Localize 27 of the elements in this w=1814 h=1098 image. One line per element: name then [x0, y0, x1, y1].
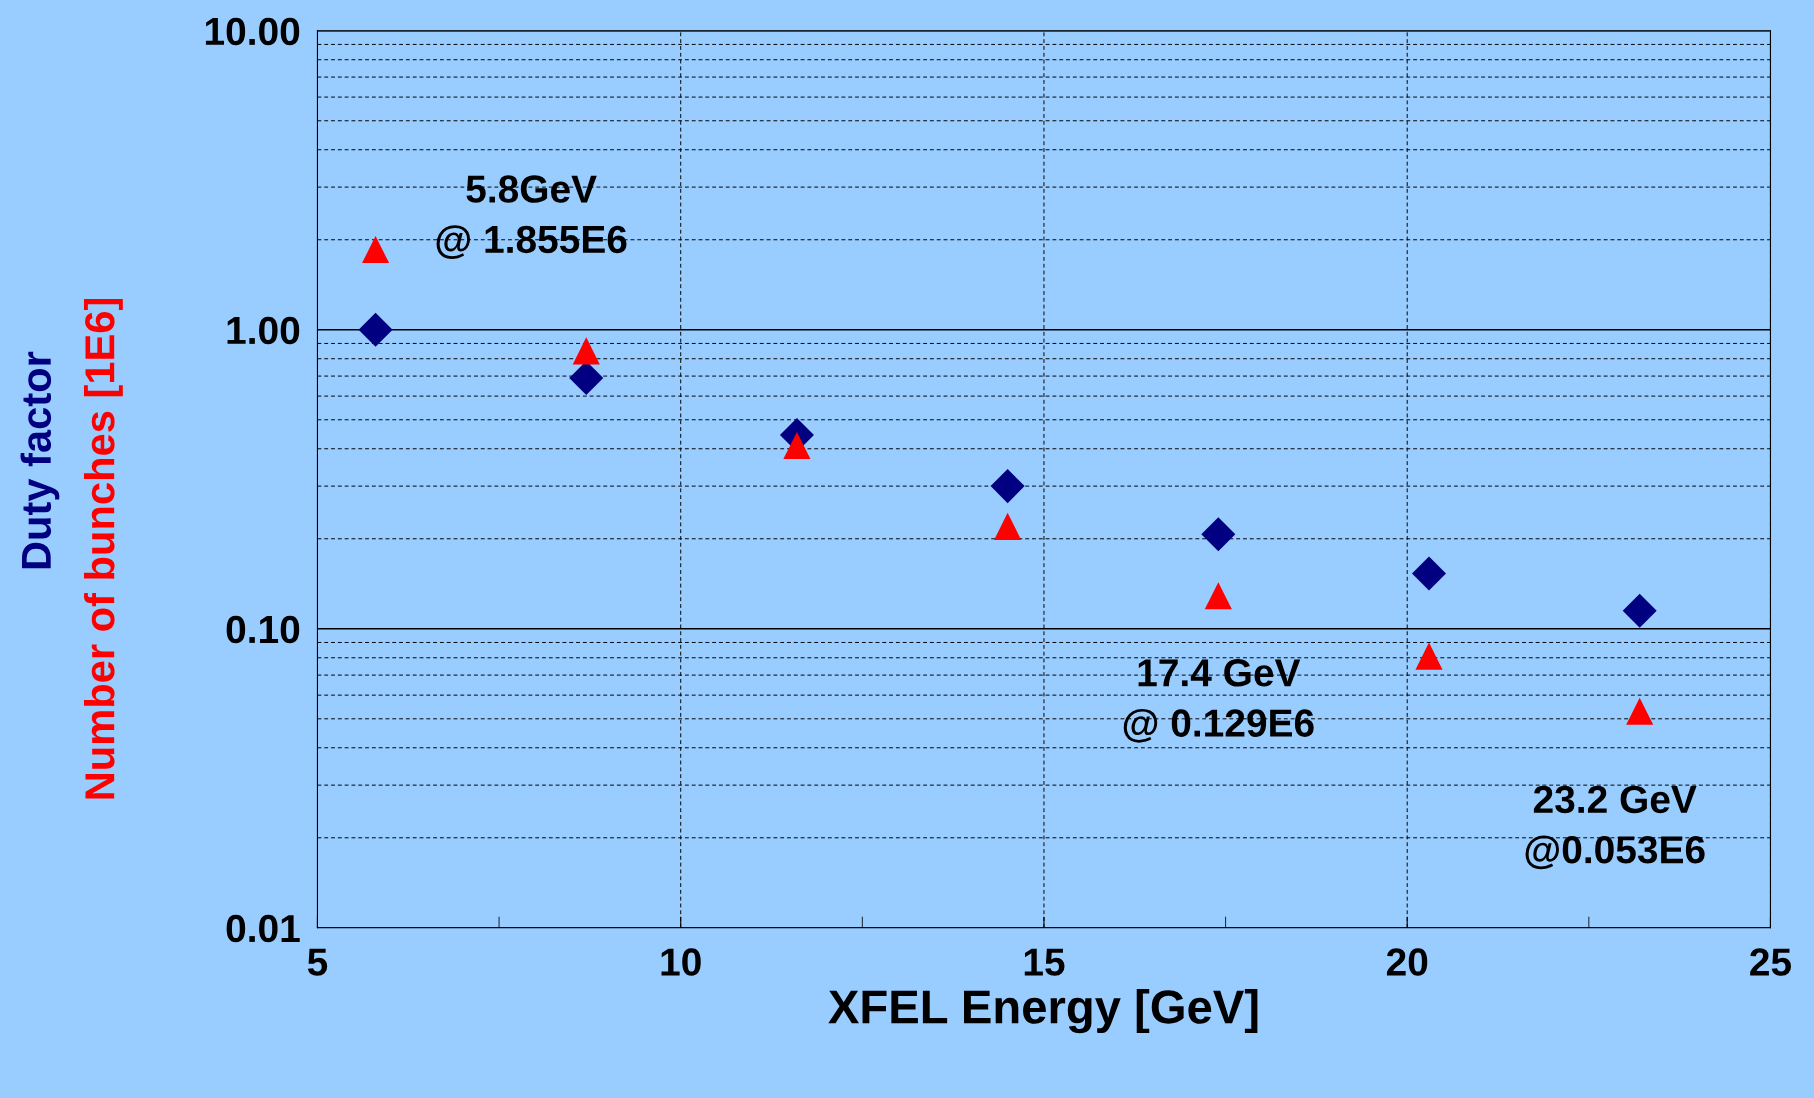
point	[1411, 556, 1447, 591]
x-tick-label: 10	[661, 948, 701, 976]
point	[358, 312, 393, 347]
point	[1201, 517, 1236, 552]
x-axis-title: XFEL Energy [GeV]	[828, 989, 1258, 1034]
point	[1622, 593, 1657, 628]
point	[994, 512, 1022, 540]
point	[362, 235, 390, 264]
point	[572, 337, 600, 365]
point	[990, 469, 1025, 504]
point	[783, 432, 811, 460]
y-tick-label: 1.00	[227, 316, 300, 345]
annotation: 5.8GeV @ 1.855E6	[436, 175, 627, 259]
point	[1626, 697, 1654, 725]
y-tick-label: 0.10	[226, 615, 300, 644]
x-tick-label: 5	[307, 948, 328, 976]
y-tick-label: 10.00	[205, 17, 300, 46]
x-tick-label: 25	[1750, 948, 1792, 976]
text: Duty factor	[20, 351, 60, 569]
point	[1415, 642, 1443, 670]
x-tick-label: 20	[1386, 948, 1428, 976]
x-tick-label: 15	[1024, 948, 1065, 976]
text: Number of bunches [1E6]	[83, 298, 123, 799]
annotation: 17.4 GeV @ 0.129E6	[1123, 659, 1314, 743]
point	[1204, 582, 1232, 610]
y-tick-label: 0.01	[226, 914, 300, 943]
annotation: 23.2 GeV @0.053E6	[1525, 785, 1705, 870]
